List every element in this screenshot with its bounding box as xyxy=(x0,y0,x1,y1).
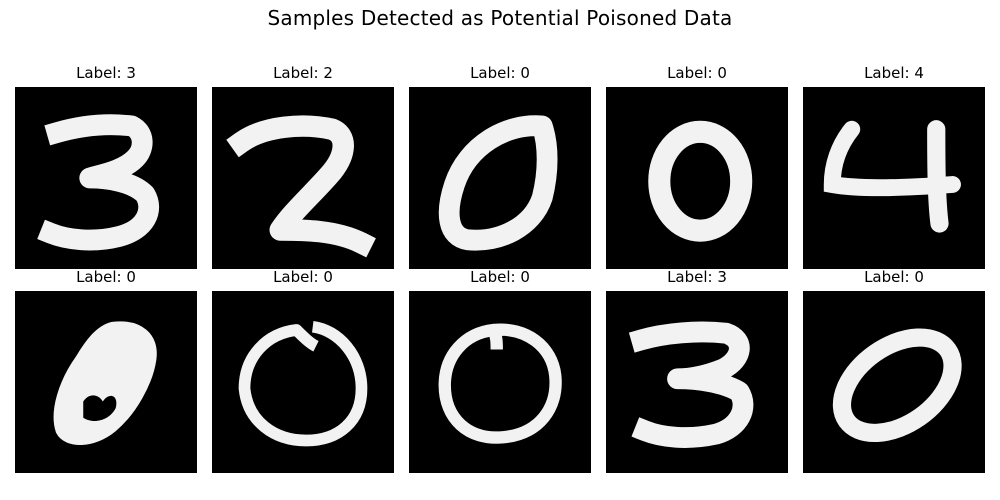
sample-label: Label: 3 xyxy=(667,268,727,286)
sample-label: Label: 0 xyxy=(76,268,136,286)
digit-zero-image xyxy=(409,87,591,269)
sample-label: Label: 4 xyxy=(864,64,924,82)
sample-label: Label: 0 xyxy=(864,268,924,286)
digit-four-image xyxy=(803,87,985,269)
sample-label: Label: 2 xyxy=(273,64,333,82)
digit-zero-image xyxy=(606,87,788,269)
sample-label: Label: 3 xyxy=(76,64,136,82)
sample-label: Label: 0 xyxy=(470,268,530,286)
digit-zero-image xyxy=(212,291,394,473)
sample-label: Label: 0 xyxy=(273,268,333,286)
digit-zero-image xyxy=(803,291,985,473)
digit-three-image xyxy=(15,87,197,269)
digit-two-image xyxy=(212,87,394,269)
sample-label: Label: 0 xyxy=(470,64,530,82)
figure-title: Samples Detected as Potential Poisoned D… xyxy=(267,6,733,30)
digit-three-image xyxy=(606,291,788,473)
digit-zero-image xyxy=(15,291,197,473)
digit-zero-image xyxy=(409,291,591,473)
sample-label: Label: 0 xyxy=(667,64,727,82)
